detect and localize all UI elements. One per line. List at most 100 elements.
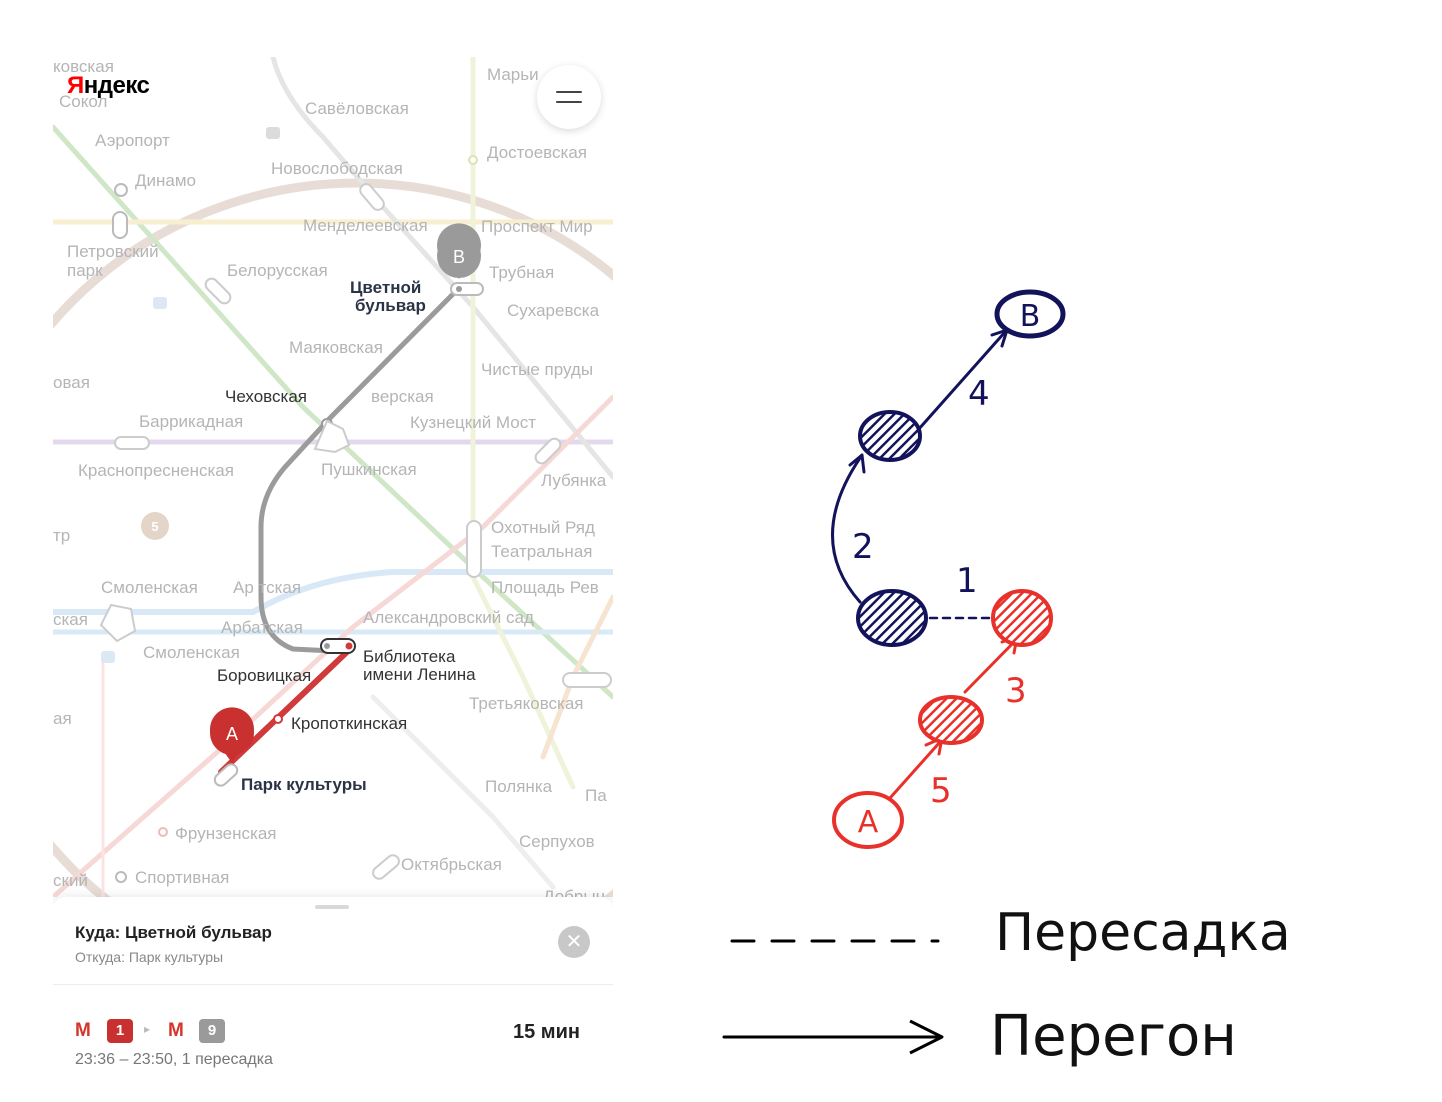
transfer-okhotny <box>466 520 482 578</box>
close-button[interactable]: ✕ <box>558 926 590 958</box>
station-label: Охотный Ряд <box>491 518 595 537</box>
route-times: 23:36 – 23:50, 1 пересадка <box>75 1051 273 1068</box>
station-label: Смоленская <box>101 578 198 597</box>
phone-screen: 5 ковская Сокол Савёловская Марьи Аэропо… <box>53 57 613 1080</box>
station-label: Добрын <box>543 887 605 897</box>
arrowhead-icon <box>909 1019 944 1055</box>
station-labels: ковская Сокол Савёловская Марьи Аэропорт… <box>53 57 607 897</box>
logo-first-letter: Я <box>67 72 84 99</box>
grey-south-line <box>370 694 556 890</box>
station-label: Чистые пруды <box>481 360 593 379</box>
station-label: Марьи <box>487 65 539 84</box>
background-lines <box>53 57 613 897</box>
station-label: Баррикадная <box>139 412 243 431</box>
station-label: Динамо <box>135 171 196 190</box>
close-icon: ✕ <box>565 931 583 953</box>
station-label: Савёловская <box>305 99 409 118</box>
rail-icon <box>101 651 115 663</box>
marker-b[interactable]: B <box>437 223 482 279</box>
marker-a[interactable]: A <box>209 707 255 763</box>
transfer-tretyakovskaya <box>562 672 612 688</box>
destination-title: Куда: Цветной бульвар <box>75 923 272 942</box>
rail-icon <box>266 127 280 139</box>
station-label-lenin-library-1: Библиотека <box>363 647 456 666</box>
station-dot <box>273 714 283 724</box>
station-label: тр <box>53 526 70 545</box>
station-label: Менделеевская <box>303 216 428 235</box>
green-line <box>53 124 613 700</box>
edge-5 <box>888 740 942 800</box>
station-label: Достоевская <box>487 143 587 162</box>
transfer-lenin-library <box>320 638 356 654</box>
edge-label-5: 5 <box>930 771 952 811</box>
route-sheet: Куда: Цветной бульвар Откуда: Парк культ… <box>53 897 613 1080</box>
red-line-bg <box>53 394 613 897</box>
station-label-lenin-library-2: имени Ленина <box>363 665 476 684</box>
station-label: Лубянка <box>541 471 607 490</box>
menu-button[interactable] <box>537 65 601 129</box>
transfer-barrikadnaya <box>114 436 150 450</box>
node-a: A <box>832 791 904 849</box>
transfer-pushkinskaya <box>313 419 351 454</box>
yandex-logo: Яндекс <box>67 72 150 100</box>
marker-b-label: B <box>453 247 465 267</box>
station-label-chekhovskaya: Чеховская <box>225 387 307 406</box>
station-label: Спортивная <box>135 868 229 887</box>
station-label: ая <box>53 709 72 728</box>
station-label: Аэропорт <box>95 131 170 150</box>
station-label: Ар тская <box>233 578 301 597</box>
legend: Пересадка Перегон <box>722 903 1291 1069</box>
station-label: Площадь Рев <box>491 578 599 597</box>
station-label-borovitskaya: Боровицкая <box>217 666 311 685</box>
station-label: Третьяковская <box>469 694 584 713</box>
metro-map[interactable]: 5 ковская Сокол Савёловская Марьи Аэропо… <box>53 57 613 897</box>
metro-icon: М <box>75 1020 91 1041</box>
station-label: Проспект Мир <box>481 217 593 236</box>
arrowhead <box>848 453 866 474</box>
grey-line-bg <box>270 57 613 480</box>
station-label: Па <box>585 786 607 805</box>
station-label: Трубная <box>489 263 554 282</box>
station-label: Арбатская <box>221 618 303 637</box>
route-option[interactable]: М 1 ▸ М 9 23:36 – 23:50, 1 пересадка 15 … <box>53 985 613 1080</box>
edge-label-2: 2 <box>852 527 874 567</box>
legend-segment: Перегон <box>722 1004 1237 1069</box>
node-b: B <box>994 289 1066 339</box>
edge-4 <box>916 330 1007 432</box>
node-transfer-top <box>858 410 922 462</box>
station-label-kropotkinskaya: Кропоткинская <box>291 714 407 733</box>
route-station-labels: Чеховская Кропоткинская Боровицкая Библи… <box>217 387 476 733</box>
origin-subtitle: Откуда: Парк культуры <box>75 949 224 965</box>
transfer-tsvetnoy <box>450 282 484 296</box>
transfer-park-kultury <box>213 763 239 787</box>
legend-segment-label: Перегон <box>990 1004 1237 1069</box>
station-label: Сухаревска <box>507 301 600 320</box>
station-dot <box>345 642 353 650</box>
route-duration: 15 мин <box>513 1021 580 1043</box>
ring-line <box>53 178 613 897</box>
legend-transfer-label: Пересадка <box>995 903 1291 963</box>
station-label: Кузнецкий Мост <box>410 413 536 432</box>
transfer-oktyabrskaya <box>372 854 400 880</box>
line-9-badge: 9 <box>199 1019 225 1043</box>
arrow-right-icon: ▸ <box>144 1022 151 1036</box>
rail-icon <box>153 297 167 309</box>
transfer-petrovsky <box>112 211 128 239</box>
edge-label-4: 4 <box>968 374 990 414</box>
station-dot <box>115 871 127 883</box>
sheet-handle[interactable] <box>315 905 349 909</box>
node-transfer-red <box>991 589 1053 647</box>
transfer-arbatskaya <box>99 603 137 643</box>
node-a-label: A <box>858 805 879 840</box>
node-red-middle <box>918 695 984 745</box>
station-label: Театральная <box>491 542 593 561</box>
route-grey-segment <box>258 286 461 654</box>
station-label: Петровский <box>67 242 159 261</box>
line-1-badge: 1 <box>107 1019 133 1043</box>
metro-icon: М <box>168 1020 184 1041</box>
station-label: ская <box>53 610 88 629</box>
edge-2 <box>831 456 862 604</box>
endpoint-labels: Цветной бульвар Парк культуры <box>241 278 426 794</box>
station-markers: 5 <box>99 127 612 883</box>
station-label: Октябрьская <box>401 855 502 874</box>
